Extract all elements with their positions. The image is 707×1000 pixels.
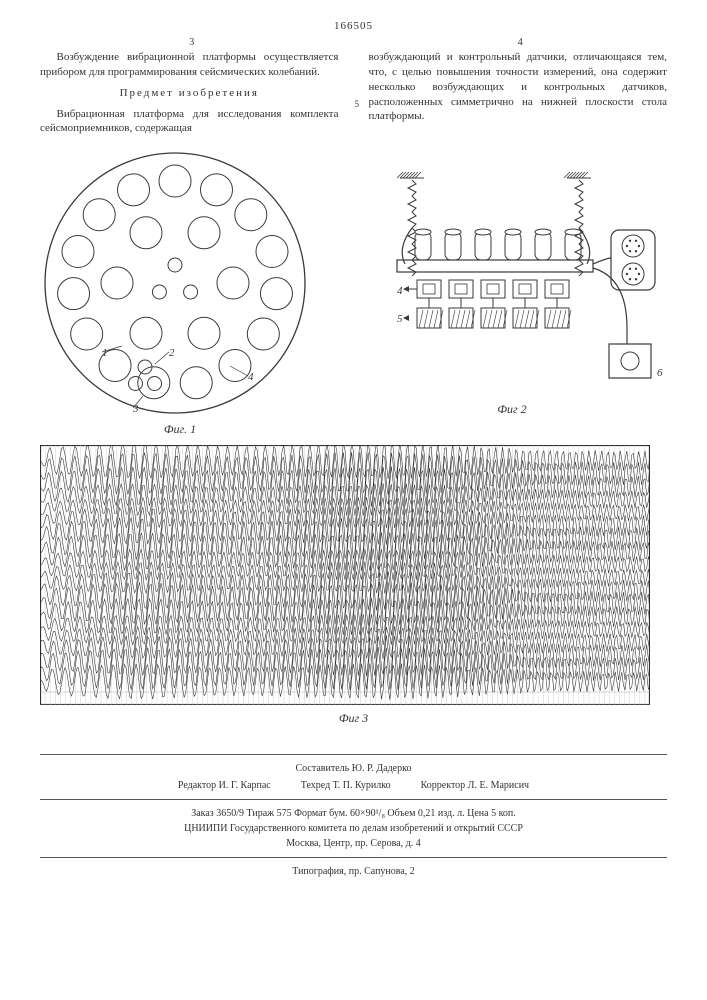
svg-text:4: 4 [397,285,403,297]
right-para: возбуждающий и контрольный датчики, отли… [369,50,668,124]
left-para2: Вибрационная платформа для исследования … [40,107,339,137]
left-para1: Возбуждение вибрационной платформы осуще… [40,50,339,80]
left-column: 3 Возбуждение вибрационной платформы осу… [40,50,339,136]
svg-text:5: 5 [397,313,403,325]
footer-addr: Москва, Центр, пр. Серова, д. 4 [40,836,667,851]
figures-row: 1 2 3 4 Фиг. 1 4 5 6 Фиг 2 [40,148,667,437]
footer: Составитель Ю. Р. Дадерко Редактор И. Г.… [40,754,667,879]
svg-text:4: 4 [248,371,254,383]
figure-1: 1 2 3 4 Фиг. 1 [40,148,320,437]
footer-credits: Редактор И. Г. Карпас Техред Т. П. Курил… [40,778,667,793]
figure-3-label: Фиг 3 [40,711,667,726]
figure-3: Фиг 3 [40,445,667,726]
svg-text:1: 1 [102,347,108,359]
section-title: Предмет изобретения [40,86,339,101]
footer-compiler: Составитель Ю. Р. Дадерко [40,761,667,776]
figure-1-label: Фиг. 1 [40,422,320,437]
svg-text:6: 6 [657,367,663,379]
footer-org: ЦНИИПИ Государственного комитета по дела… [40,821,667,836]
svg-text:2: 2 [169,347,175,359]
line-number-5: 5 [355,98,360,110]
figure-2-label: Фиг 2 [357,402,667,417]
footer-corrector: Корректор Л. Е. Марисич [421,778,529,793]
footer-tech: Техред Т. П. Курилко [301,778,391,793]
col-num-right: 4 [518,36,523,50]
footer-order: Заказ 3650/9 Тираж 575 Формат бум. 60×90… [40,806,667,821]
footer-typ: Типография, пр. Сапунова, 2 [40,864,667,879]
col-num-left: 3 [189,36,194,50]
figure-2-svg: 4 5 6 [357,168,667,398]
figure-3-svg [40,445,650,705]
svg-text:3: 3 [132,403,139,415]
right-column: 4 5 возбуждающий и контрольный датчики, … [369,50,668,136]
text-columns: 3 Возбуждение вибрационной платформы осу… [40,50,667,136]
figure-2: 4 5 6 Фиг 2 [357,168,667,417]
patent-number: 166505 [40,20,667,32]
footer-editor: Редактор И. Г. Карпас [178,778,271,793]
figure-1-svg: 1 2 3 4 [40,148,310,418]
